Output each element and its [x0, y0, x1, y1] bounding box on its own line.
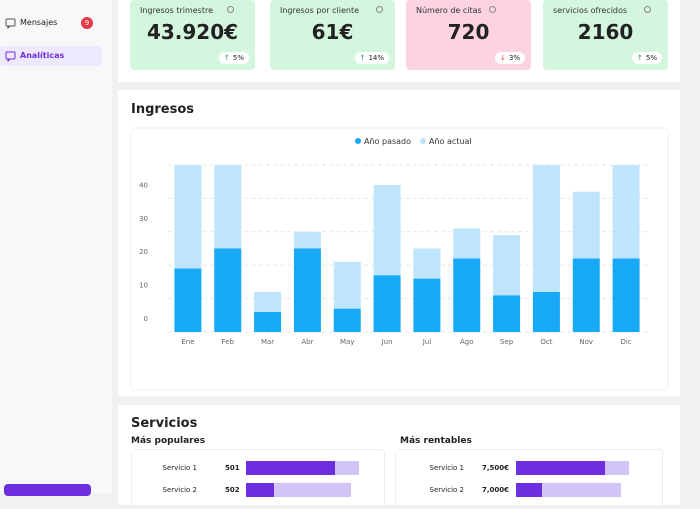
- list-box: Servicio 1 7,500€ Servicio 2 7,000€: [395, 449, 663, 509]
- trend-arrow: ↑: [224, 54, 230, 62]
- row-value: 501: [225, 464, 240, 472]
- change-badge: ↑ 5%: [219, 52, 249, 64]
- kpi-card: Ingresos trimestre 43.920€ ↑ 5%: [130, 0, 255, 70]
- row-label: Servicio 2: [429, 486, 464, 494]
- bar-fg: [516, 461, 605, 475]
- page: Mensajes 9 Analíticas Ingresos trimestre…: [0, 0, 680, 509]
- row-value: 7,500€: [482, 464, 510, 472]
- row-value: 502: [225, 486, 240, 494]
- help-icon: [489, 6, 496, 13]
- kpi-label: Ingresos por cliente: [280, 6, 360, 15]
- badge: 9: [81, 17, 93, 29]
- section-title: Servicios: [131, 416, 198, 431]
- change-value: 5%: [645, 54, 657, 62]
- kpi-card: Ingresos por cliente 61€ ↑ 14%: [270, 0, 395, 70]
- bar-fg: [516, 483, 542, 497]
- change-badge: ↑ 5%: [632, 52, 662, 64]
- help-icon: [226, 6, 234, 13]
- row-label: Servicio 2: [162, 486, 197, 494]
- nav-label: Analíticas: [20, 51, 65, 60]
- kpi-label: Ingresos trimestre: [140, 6, 214, 15]
- kpi-value: 43.920€: [146, 20, 239, 44]
- ingresos-panel: Ingresos: [118, 90, 680, 396]
- nav-analiticas[interactable]: Analíticas: [0, 46, 102, 66]
- servicios-panel: Servicios Más populares Más rentables Se…: [118, 405, 680, 509]
- subtitle: Más rentables: [400, 436, 472, 446]
- nav-label: Mensajes: [20, 18, 58, 27]
- change-value: 5%: [232, 54, 244, 62]
- section-title: Ingresos: [131, 102, 195, 117]
- help-icon: [376, 6, 383, 13]
- kpi-value: 2160: [577, 20, 634, 44]
- change-value: 3%: [508, 54, 520, 62]
- icon: [5, 18, 16, 29]
- kpi-card: servicios ofrecidos 2160 ↑ 5%: [543, 0, 668, 70]
- kpi-card: Número de citas 720 ↓ 3%: [406, 0, 531, 70]
- row-value: 7,000€: [482, 486, 510, 494]
- icon: [5, 51, 16, 62]
- row-label: Servicio 1: [429, 464, 464, 472]
- bar-fg: [246, 461, 335, 475]
- bar-fg: [246, 483, 274, 497]
- sidebar: Mensajes 9 Analíticas: [0, 0, 112, 496]
- cards-panel: Ingresos trimestre 43.920€ ↑ 5% Ingresos por…: [118, 0, 680, 82]
- trend-arrow: ↑: [359, 54, 366, 62]
- change-value: 14%: [368, 54, 384, 62]
- trend-arrow: ↓: [500, 54, 506, 62]
- row-label: Servicio 1: [162, 464, 197, 472]
- trend-arrow: ↑: [637, 54, 643, 62]
- kpi-label: servicios ofrecidos: [553, 6, 628, 15]
- kpi-label: Número de citas: [416, 6, 482, 15]
- kpi-value: 61€: [311, 20, 354, 44]
- change-badge: ↓ 3%: [495, 52, 525, 64]
- button[interactable]: [4, 484, 91, 496]
- nav-mensajes[interactable]: Mensajes 9: [4, 14, 100, 34]
- subtitle: Más populares: [131, 436, 206, 446]
- kpi-value: 720: [447, 20, 490, 44]
- help-icon: [644, 6, 652, 13]
- change-badge: ↑ 14%: [354, 52, 389, 64]
- list-box: Servicio 1 501 Servicio 2 502: [131, 449, 385, 509]
